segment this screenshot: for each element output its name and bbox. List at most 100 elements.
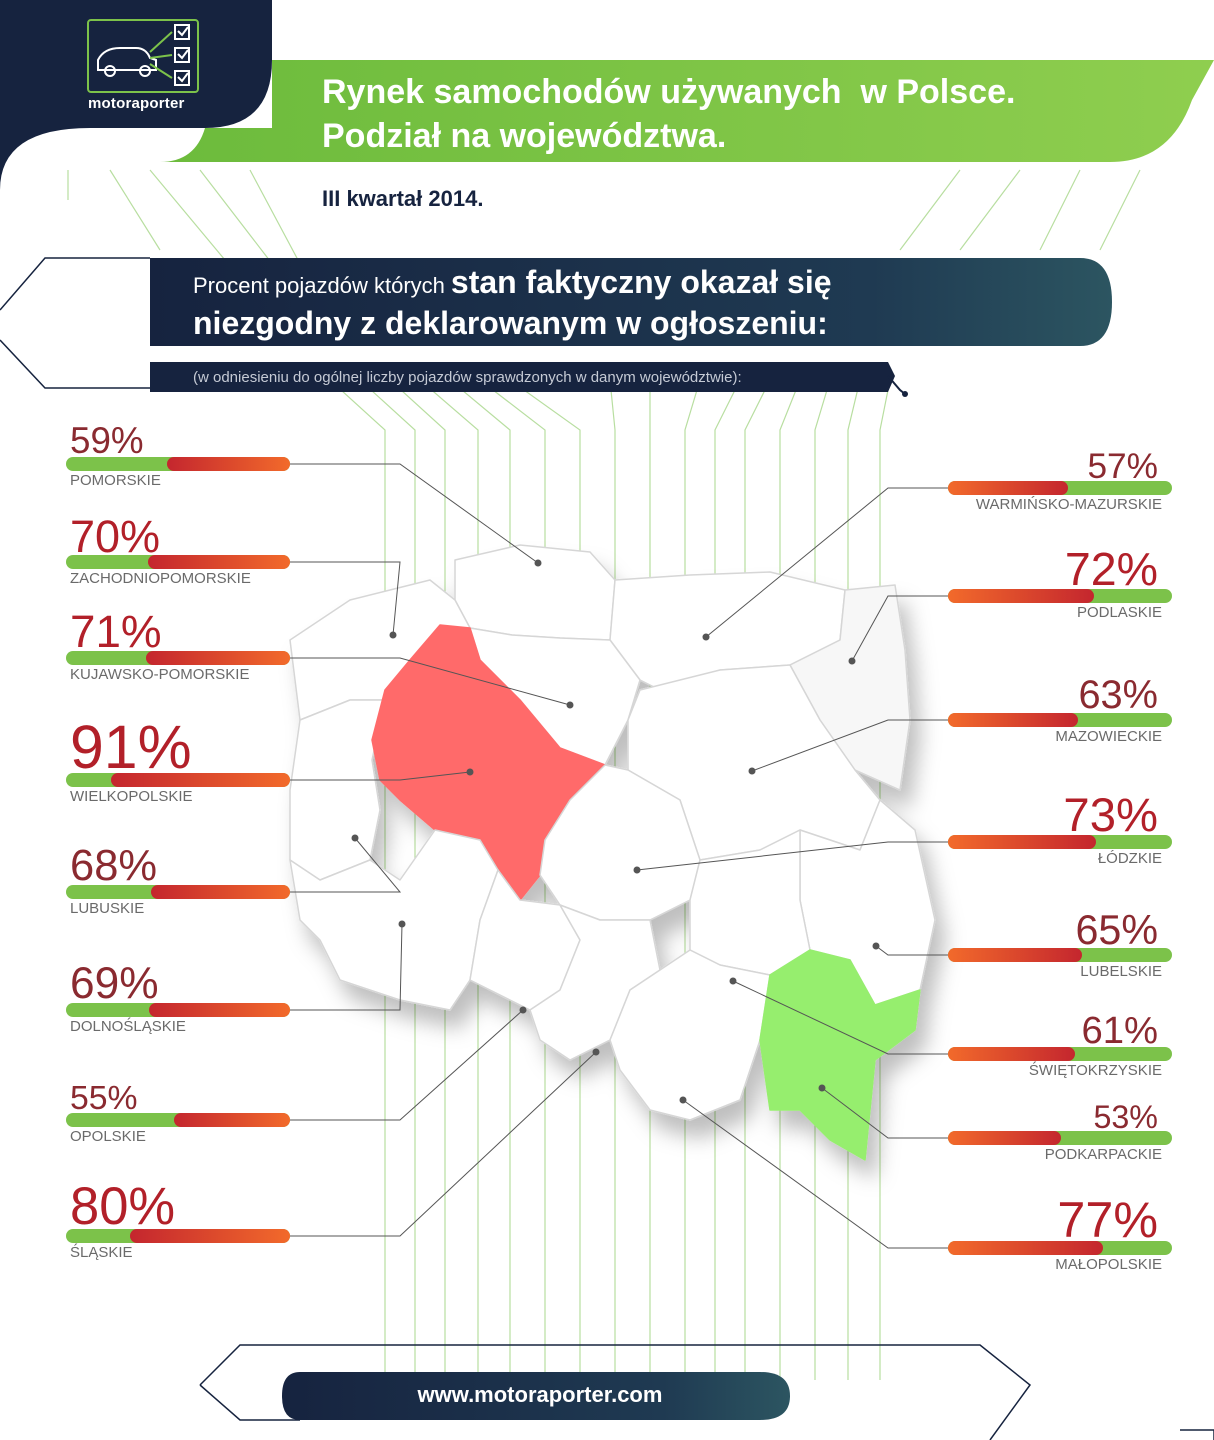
region-marker--l-skie: [592, 1048, 600, 1056]
region-marker-wielkopolskie: [466, 768, 474, 776]
question-line-1: Procent pojazdów których stan faktyczny o…: [193, 264, 832, 301]
bar-kujawsko-pomorskie: [146, 651, 290, 665]
bar-ma-opolskie: [948, 1241, 1103, 1255]
value-label-zachodniopomorskie: 70%: [70, 510, 161, 562]
poland-map: [289, 544, 936, 1161]
footer-outline: [199, 1344, 1214, 1440]
question-note: (w odniesieniu do ogólnej liczby pojazdó…: [193, 369, 742, 386]
question-lead: Procent pojazdów których: [193, 273, 445, 298]
leader-line-ma-opolskie: [682, 1099, 948, 1249]
bar-dolno-l-skie: [149, 1003, 290, 1017]
region-marker-podkarpackie: [818, 1084, 826, 1092]
region-marker-kujawsko-pomorskie: [566, 701, 574, 709]
region-marker-ma-opolskie: [679, 1096, 687, 1104]
bar-wielkopolskie: [111, 773, 290, 787]
value-label-podlaskie: 72%: [1064, 543, 1158, 596]
value-label-pomorskie: 59%: [70, 420, 144, 462]
value-label-kujawsko-pomorskie: 71%: [70, 605, 162, 657]
leader-line-podkarpackie: [821, 1087, 948, 1139]
page-title: Rynek samochodów używanych w Polsce. Pod…: [322, 70, 1202, 158]
region-label--wi-tokrzyskie: ŚWIĘTOKRZYSKIE: [1028, 1062, 1162, 1079]
period-label: III kwartał 2014.: [322, 186, 484, 211]
bar-lubuskie: [151, 885, 290, 899]
region-marker-podlaskie: [848, 657, 856, 665]
region-label-mazowieckie: MAZOWIECKIE: [1055, 728, 1162, 745]
bar-lubelskie: [948, 948, 1082, 962]
title-line-2: Podział na województwa.: [322, 117, 727, 155]
note-banner: [150, 362, 895, 392]
leader-line-kujawsko-pomorskie: [290, 657, 571, 706]
value-label-lubelskie: 65%: [1075, 907, 1158, 954]
region-marker-mazowieckie: [748, 767, 756, 775]
value-label--l-skie: 80%: [70, 1176, 176, 1236]
footer-outline-left: [199, 1384, 300, 1421]
leader-line-dolno-l-skie: [290, 923, 403, 1011]
leader-line-lubelskie: [875, 945, 948, 956]
leader-line-mazowieckie: [751, 719, 948, 772]
footer-url[interactable]: www.motoraporter.com: [417, 1382, 663, 1407]
question-outline: [0, 257, 150, 389]
bar--dzkie: [948, 835, 1096, 849]
leader-line-warmi-sko-mazurskie: [705, 487, 948, 638]
leader-line--l-skie: [290, 1051, 597, 1237]
leader-line--dzkie: [636, 841, 948, 871]
region-label-ma-opolskie: MAŁOPOLSKIE: [1055, 1256, 1162, 1273]
bar-podkarpackie: [948, 1131, 1061, 1145]
bar--wi-tokrzyskie: [948, 1047, 1075, 1061]
region-marker-pomorskie: [534, 559, 542, 567]
leader-line-opolskie: [290, 1009, 524, 1121]
leader-line-podlaskie: [851, 595, 948, 662]
region-label-podkarpackie: PODKARPACKIE: [1044, 1146, 1162, 1163]
region-label-lubelskie: LUBELSKIE: [1080, 963, 1162, 980]
region-label-dolno-l-skie: DOLNOŚLĄSKIE: [70, 1018, 186, 1035]
value-label-podkarpackie: 53%: [1093, 1099, 1158, 1136]
region-marker-warmi-sko-mazurskie: [702, 633, 710, 641]
region-marker-opolskie: [519, 1006, 527, 1014]
bar-mazowieckie: [948, 713, 1078, 727]
brand-name: motoraporter: [88, 95, 185, 112]
bar-opolskie: [174, 1113, 290, 1127]
region-marker-zachodniopomorskie: [389, 631, 397, 639]
question-line-2: niezgodny z deklarowanym w ogłoszeniu:: [193, 305, 828, 341]
bar-warmi-sko-mazurskie: [948, 481, 1068, 495]
leader-line-wielkopolskie: [290, 771, 471, 781]
corner-panel: [0, 0, 272, 190]
leader-line-zachodniopomorskie: [290, 561, 401, 636]
region-marker--wi-tokrzyskie: [729, 977, 737, 985]
region-label--dzkie: ŁÓDZKIE: [1097, 850, 1162, 867]
region-label-wielkopolskie: WIELKOPOLSKIE: [70, 788, 193, 805]
bar-zachodniopomorskie: [148, 555, 290, 569]
region-label-zachodniopomorskie: ZACHODNIOPOMORSKIE: [70, 570, 251, 587]
value-label-ma-opolskie: 77%: [1057, 1191, 1158, 1248]
region-marker-dolno-l-skie: [398, 920, 406, 928]
region-bars: [66, 457, 1172, 1255]
decorative-lines: [67, 169, 1141, 1380]
value-label-warmi-sko-mazurskie: 57%: [1087, 446, 1158, 486]
title-line-1: Rynek samochodów używanych w Polsce.: [322, 73, 1016, 111]
bar-podlaskie: [948, 589, 1094, 603]
value-label-lubuskie: 68%: [70, 841, 158, 890]
title-banner: [160, 60, 1214, 162]
car-checklist-icon: [87, 19, 199, 93]
value-label--wi-tokrzyskie: 61%: [1081, 1008, 1158, 1052]
region-label-pomorskie: POMORSKIE: [70, 472, 161, 489]
footer-banner: [282, 1372, 790, 1420]
question-banner: [150, 258, 1112, 346]
region-label-warmi-sko-mazurskie: WARMIŃSKO-MAZURSKIE: [975, 496, 1162, 513]
value-label-dolno-l-skie: 69%: [70, 959, 159, 1009]
bar--l-skie: [130, 1229, 290, 1243]
region-label-podlaskie: PODLASKIE: [1076, 604, 1162, 621]
leader-line-lubuskie: [290, 837, 402, 893]
value-label--dzkie: 73%: [1063, 788, 1158, 842]
value-label-opolskie: 55%: [70, 1078, 138, 1117]
leader-line--wi-tokrzyskie: [732, 980, 948, 1055]
region-marker--dzkie: [633, 866, 641, 874]
value-label-mazowieckie: 63%: [1078, 673, 1158, 718]
region-podkarpackie: [759, 949, 921, 1161]
region-label--l-skie: ŚLĄSKIE: [70, 1244, 133, 1261]
region-label-opolskie: OPOLSKIE: [70, 1128, 146, 1145]
region-label-kujawsko-pomorskie: KUJAWSKO-POMORSKIE: [70, 666, 250, 683]
question-bold: stan faktyczny okazał się: [450, 264, 832, 300]
region-marker-lubelskie: [872, 942, 880, 950]
